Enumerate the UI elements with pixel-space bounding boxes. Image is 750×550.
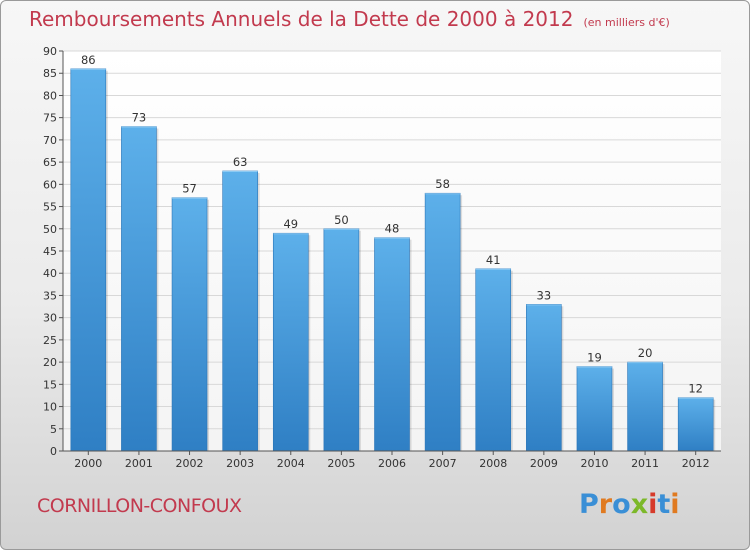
y-tick-label: 35 — [43, 289, 57, 302]
value-label-2001: 73 — [132, 111, 147, 125]
x-tick-label-2006: 2006 — [378, 457, 406, 470]
logo-letter: t — [657, 489, 671, 520]
bar-2000 — [70, 68, 107, 452]
y-tick-label: 55 — [43, 201, 57, 214]
logo-letter: i — [670, 489, 680, 520]
value-label-2007: 58 — [435, 177, 450, 191]
y-tick-label: 15 — [43, 378, 57, 391]
value-label-2004: 49 — [283, 217, 298, 231]
x-tick-label-2011: 2011 — [631, 457, 659, 470]
y-tick-label: 40 — [43, 267, 57, 280]
logo-letter: o — [612, 489, 631, 520]
chart-unit-note: (en milliers d'€) — [583, 16, 670, 29]
y-tick-label: 10 — [43, 401, 57, 414]
bar-2010 — [576, 366, 613, 452]
logo-letter: i — [648, 489, 658, 520]
y-tick-label: 0 — [50, 445, 57, 458]
y-tick-label: 45 — [43, 245, 57, 258]
x-tick-label-2000: 2000 — [74, 457, 102, 470]
bar-2012 — [677, 397, 714, 452]
y-tick-label: 75 — [43, 112, 57, 125]
value-label-2012: 12 — [688, 382, 703, 396]
logo-letter: P — [579, 489, 599, 520]
x-tick-label-2001: 2001 — [125, 457, 153, 470]
value-label-2011: 20 — [638, 346, 653, 360]
value-label-2003: 63 — [233, 155, 248, 169]
y-tick-label: 80 — [43, 89, 57, 102]
logo-letter: x — [630, 489, 649, 520]
proxiti-logo: Proxiti — [579, 489, 680, 520]
bar-2001 — [121, 126, 157, 452]
commune-name: CORNILLON-CONFOUX — [37, 495, 242, 517]
y-tick-label: 70 — [43, 134, 57, 147]
x-tick-label-2003: 2003 — [226, 457, 254, 470]
y-tick-label: 5 — [50, 423, 57, 436]
value-label-2000: 86 — [81, 53, 96, 67]
x-tick-label-2007: 2007 — [429, 457, 457, 470]
x-tick-label-2005: 2005 — [327, 457, 355, 470]
value-label-2009: 33 — [537, 288, 552, 302]
bar-2009 — [526, 304, 562, 452]
chart-title: Remboursements Annuels de la Dette de 20… — [29, 7, 670, 31]
bar-2011 — [627, 361, 663, 452]
value-label-2010: 19 — [587, 351, 602, 365]
y-tick-label: 90 — [43, 45, 57, 58]
bar-2002 — [171, 197, 208, 452]
chart-title-text: Remboursements Annuels de la Dette de 20… — [29, 7, 574, 31]
y-tick-label: 20 — [43, 356, 57, 369]
y-tick-label: 85 — [43, 67, 57, 80]
bar-2004 — [272, 232, 309, 452]
bar-2006 — [374, 237, 410, 452]
bar-2005 — [323, 228, 360, 452]
y-tick-label: 65 — [43, 156, 57, 169]
bar-2008 — [475, 268, 512, 452]
x-tick-label-2002: 2002 — [176, 457, 204, 470]
y-tick-label: 60 — [43, 178, 57, 191]
x-tick-label-2012: 2012 — [682, 457, 710, 470]
y-tick-label: 30 — [43, 312, 57, 325]
value-label-2002: 57 — [182, 182, 197, 196]
logo-letter: r — [598, 489, 613, 520]
x-tick-label-2004: 2004 — [277, 457, 305, 470]
bar-2003 — [222, 170, 258, 452]
value-label-2008: 41 — [486, 253, 501, 267]
bar-2007 — [424, 192, 461, 452]
y-tick-label: 50 — [43, 223, 57, 236]
y-tick-label: 25 — [43, 334, 57, 347]
value-label-2006: 48 — [385, 222, 400, 236]
x-tick-label-2008: 2008 — [479, 457, 507, 470]
value-label-2005: 50 — [334, 213, 349, 227]
x-tick-label-2009: 2009 — [530, 457, 558, 470]
x-tick-label-2010: 2010 — [580, 457, 608, 470]
